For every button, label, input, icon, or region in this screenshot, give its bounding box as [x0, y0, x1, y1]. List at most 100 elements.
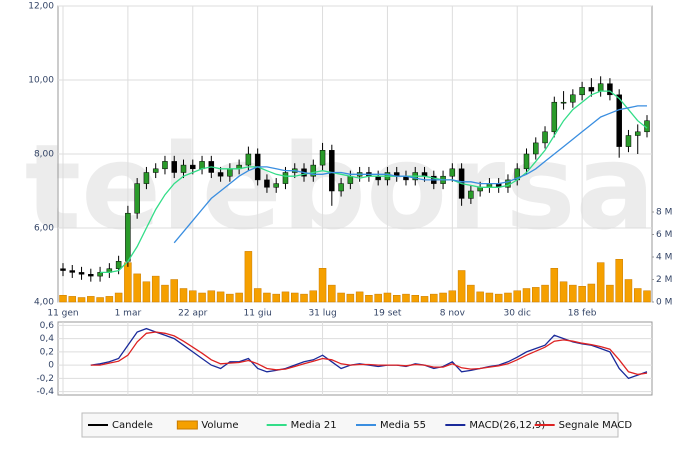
- candle-body: [143, 172, 150, 184]
- line-series: [173, 105, 647, 244]
- x-tick-label: 22 apr: [178, 309, 208, 319]
- candle-body: [78, 272, 85, 275]
- legend-label: MACD(26,12,9): [469, 420, 545, 431]
- volume-bar: [578, 286, 586, 303]
- volume-bar: [114, 292, 123, 303]
- candle-body: [162, 161, 168, 170]
- y-tick-label: -0,4: [36, 387, 54, 397]
- candle-body: [551, 101, 558, 133]
- volume-bar: [643, 290, 651, 303]
- volume-bar: [337, 292, 345, 303]
- legend-swatch: [176, 420, 198, 430]
- volume-bar: [633, 288, 642, 303]
- x-tick-label: 11 gen: [47, 309, 78, 319]
- volume-bar: [161, 284, 169, 303]
- candle-body: [273, 183, 279, 188]
- volume-bar: [383, 292, 392, 303]
- volume-bar: [198, 292, 206, 303]
- volume-bar: [216, 291, 225, 303]
- volume-bar: [522, 288, 531, 303]
- candle-body: [69, 270, 76, 273]
- volume-bar: [355, 291, 364, 303]
- x-tick-label: 18 feb: [568, 309, 597, 319]
- volume-bar: [457, 270, 466, 303]
- y-tick-label: 0,6: [40, 321, 55, 331]
- volume-bar: [365, 295, 373, 303]
- volume-bar: [402, 293, 410, 303]
- y2-tick-label: 2 M: [656, 275, 672, 285]
- volume-bar: [532, 287, 540, 303]
- x-tick-label: 19 set: [373, 309, 402, 319]
- volume-bar: [318, 268, 327, 303]
- volume-bar: [124, 262, 132, 303]
- candle-body: [282, 172, 289, 184]
- volume-bar: [170, 279, 178, 303]
- legend-label: Volume: [201, 420, 238, 431]
- line-series: [100, 90, 648, 274]
- x-tick-label: 11 giu: [244, 309, 272, 319]
- volume-bar: [448, 290, 457, 303]
- y2-tick-label: 6 M: [656, 230, 672, 240]
- volume-bar: [87, 296, 95, 303]
- candle-body: [523, 153, 530, 170]
- candle-body: [88, 274, 94, 277]
- volume-bar: [281, 291, 290, 303]
- candle-body: [597, 83, 604, 92]
- volume-bar: [96, 297, 104, 303]
- volume-bar: [624, 279, 633, 303]
- candle-body: [310, 164, 317, 177]
- volume-bar: [420, 296, 429, 303]
- candle-body: [560, 101, 567, 104]
- candle-body: [625, 135, 632, 147]
- legend-label: Candele: [112, 420, 153, 431]
- candle-body: [533, 142, 539, 155]
- candle-body: [347, 175, 354, 184]
- x-tick-label: 30 dic: [503, 309, 531, 319]
- volume-bar: [439, 292, 447, 303]
- volume-bar: [207, 290, 216, 303]
- candle-body: [468, 190, 474, 199]
- y-tick-label: 0: [48, 361, 54, 371]
- y-tick-label: 10,00: [28, 76, 54, 86]
- volume-bar: [105, 296, 114, 303]
- candle-body: [152, 168, 159, 173]
- volume-bar: [68, 296, 77, 303]
- volume-bar: [253, 288, 262, 303]
- volume-bar: [615, 259, 623, 303]
- volume-bar: [244, 251, 253, 303]
- volume-bar: [59, 295, 67, 303]
- y2-tick-label: 4 M: [656, 253, 672, 263]
- volume-bar: [476, 291, 484, 303]
- legend-box: [81, 412, 619, 438]
- volume-bar: [328, 284, 336, 303]
- candle-body: [171, 161, 177, 173]
- candle-body: [134, 183, 140, 214]
- x-tick-label: 31 lug: [308, 309, 336, 319]
- volume-bar: [77, 297, 86, 303]
- volume-bar: [309, 290, 318, 303]
- candle-body: [97, 272, 103, 277]
- volume-bar: [263, 292, 271, 303]
- candle-body: [588, 87, 595, 92]
- candle-body: [125, 212, 131, 262]
- candle-body: [264, 179, 270, 188]
- candle-body: [616, 94, 622, 147]
- legend-label: Segnale MACD: [559, 420, 633, 431]
- legend-label: Media 55: [380, 420, 426, 431]
- volume-bar: [430, 293, 438, 303]
- volume-bar: [179, 288, 188, 303]
- volume-bar: [541, 284, 549, 303]
- volume-bar: [606, 284, 614, 303]
- y-tick-label: 12,00: [28, 2, 54, 12]
- candle-body: [449, 168, 456, 177]
- volume-bar: [142, 281, 151, 303]
- volume-bar: [411, 295, 420, 303]
- plot-area: [57, 321, 653, 396]
- volume-bar: [504, 292, 512, 303]
- volume-bar: [346, 293, 355, 303]
- candle-body: [634, 131, 641, 136]
- candle-body: [319, 150, 326, 166]
- candle-body: [607, 83, 613, 96]
- volume-bar: [513, 290, 521, 303]
